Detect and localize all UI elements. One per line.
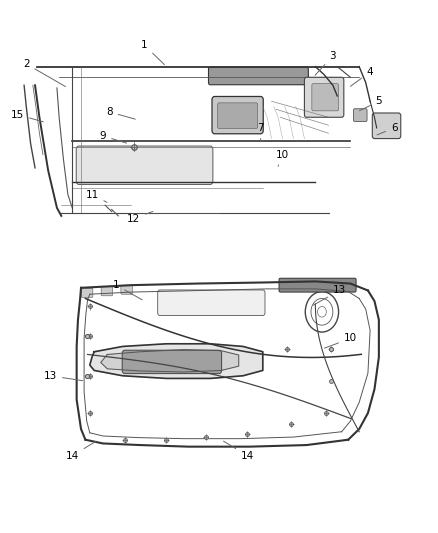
FancyBboxPatch shape	[76, 146, 213, 184]
Text: 14: 14	[223, 441, 254, 461]
FancyBboxPatch shape	[279, 278, 356, 292]
FancyBboxPatch shape	[353, 109, 367, 122]
Text: 4: 4	[350, 67, 374, 86]
Text: 12: 12	[127, 212, 153, 223]
Text: 6: 6	[377, 123, 398, 135]
Text: 8: 8	[106, 107, 135, 119]
Text: 9: 9	[99, 131, 127, 143]
FancyBboxPatch shape	[218, 103, 258, 128]
Text: 2: 2	[23, 59, 66, 86]
Text: 1: 1	[141, 41, 164, 64]
Text: 13: 13	[314, 286, 346, 305]
FancyBboxPatch shape	[208, 67, 308, 85]
Text: 3: 3	[315, 51, 336, 75]
FancyBboxPatch shape	[212, 96, 263, 134]
Text: 11: 11	[85, 190, 107, 203]
FancyBboxPatch shape	[81, 288, 93, 297]
FancyBboxPatch shape	[122, 350, 222, 374]
FancyBboxPatch shape	[312, 84, 339, 111]
Text: 10: 10	[276, 150, 289, 166]
Polygon shape	[90, 344, 263, 378]
Text: 13: 13	[44, 371, 83, 381]
Text: 1: 1	[113, 280, 142, 300]
FancyBboxPatch shape	[121, 285, 132, 294]
Text: 15: 15	[11, 110, 43, 122]
FancyBboxPatch shape	[372, 113, 401, 139]
FancyBboxPatch shape	[304, 77, 344, 117]
Text: 14: 14	[66, 441, 96, 461]
FancyBboxPatch shape	[158, 290, 265, 316]
Text: 7: 7	[257, 123, 264, 141]
Polygon shape	[101, 350, 239, 372]
Text: 10: 10	[325, 334, 357, 348]
Text: 5: 5	[360, 96, 382, 111]
FancyBboxPatch shape	[101, 287, 113, 296]
